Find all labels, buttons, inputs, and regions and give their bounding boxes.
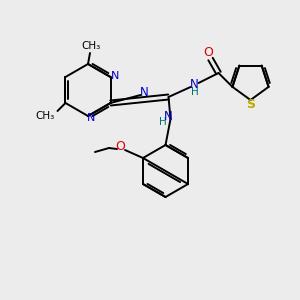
Text: CH₃: CH₃: [81, 41, 101, 51]
Text: S: S: [246, 98, 255, 112]
Text: H: H: [190, 87, 198, 97]
Text: N: N: [164, 110, 173, 122]
Text: N: N: [190, 77, 199, 91]
Text: N: N: [87, 113, 95, 123]
Text: O: O: [204, 46, 214, 59]
Text: N: N: [111, 71, 120, 81]
Text: O: O: [115, 140, 125, 152]
Text: CH₃: CH₃: [36, 111, 55, 121]
Text: N: N: [140, 85, 149, 98]
Text: H: H: [159, 117, 167, 127]
